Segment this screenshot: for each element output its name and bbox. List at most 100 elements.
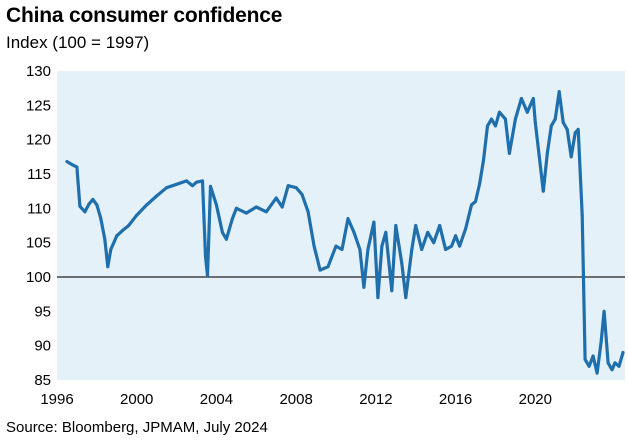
data-point [545,151,549,155]
data-point [286,184,290,188]
data-point [318,268,322,272]
data-point [519,96,523,100]
data-point [220,230,224,234]
data-point [121,228,125,232]
data-point [109,248,113,252]
data-point [464,227,468,231]
data-point [91,197,95,201]
y-tick-label: 125 [26,97,51,114]
data-point [414,224,418,227]
series-line [65,90,625,375]
data-point [200,179,204,183]
data-point [384,230,388,234]
y-tick-label: 105 [26,235,51,252]
data-point [613,361,617,365]
data-point [274,196,278,200]
data-point [244,211,248,215]
y-tick-label: 120 [26,132,51,149]
data-point [205,274,209,278]
data-point [489,117,493,121]
y-axis-ticks: 85 90 95 100 105 110 115 120 125 130 [26,63,51,389]
data-point [127,224,131,227]
data-point [485,124,489,128]
data-point [549,124,553,128]
data-point [230,217,234,221]
data-point [507,151,511,155]
data-point [606,361,610,365]
x-tick-label: 2012 [359,391,392,408]
data-point [458,244,462,248]
data-point [569,155,573,159]
data-point [224,237,228,241]
data-point [135,213,139,217]
data-point [438,224,442,227]
source-note: Source: Bloomberg, JPMAM, July 2024 [6,419,268,436]
y-tick-label: 100 [26,269,51,286]
data-point [426,230,430,234]
data-point [565,127,569,131]
data-point [99,217,103,221]
data-point [557,90,561,94]
data-point [533,121,537,124]
data-point [481,158,485,162]
data-point [115,234,119,238]
data-point [400,261,404,265]
data-point [145,203,149,207]
data-point [191,184,195,188]
data-point [175,182,179,186]
y-tick-label: 110 [27,200,51,217]
data-point [65,160,69,164]
data-point [390,289,394,293]
data-point [444,248,448,252]
x-axis-ticks: 1996 2000 2004 2008 2012 2016 2020 [40,391,552,408]
data-point [334,244,338,248]
data-point [420,248,424,252]
data-point [513,117,517,121]
data-point [208,184,212,188]
data-point [380,244,384,248]
x-tick-label: 2004 [200,391,233,408]
data-point [306,210,310,214]
data-point [358,248,362,252]
data-point [394,224,398,227]
data-point [561,121,565,124]
data-point [280,205,284,209]
data-point [106,265,110,269]
data-point [595,371,599,375]
data-point [312,244,316,248]
data-point [71,163,75,167]
data-point [599,340,603,344]
data-points [65,90,625,375]
data-point [541,189,545,193]
data-point [95,203,99,207]
x-tick-label: 2008 [279,391,312,408]
data-point [497,110,501,114]
data-point [580,213,584,217]
y-tick-label: 85 [34,372,51,389]
data-point [474,199,478,203]
x-tick-label: 1996 [40,391,73,408]
data-point [432,241,436,245]
data-point [195,180,199,184]
data-point [410,248,414,252]
data-point [470,203,474,207]
data-point [75,165,79,169]
y-tick-label: 90 [34,338,51,355]
data-point [326,265,330,269]
data-point [503,117,507,121]
data-point [478,182,482,186]
y-tick-label: 130 [26,63,51,80]
data-point [294,186,298,190]
plot-area [57,71,625,380]
data-point [621,351,625,355]
data-point [537,155,541,159]
data-point [573,131,577,135]
data-point [610,368,614,372]
data-point [214,203,218,207]
data-point [103,237,107,241]
data-point [372,220,376,224]
data-point [454,234,458,238]
data-point [78,204,82,208]
chart-title: China consumer confidence [6,4,283,27]
